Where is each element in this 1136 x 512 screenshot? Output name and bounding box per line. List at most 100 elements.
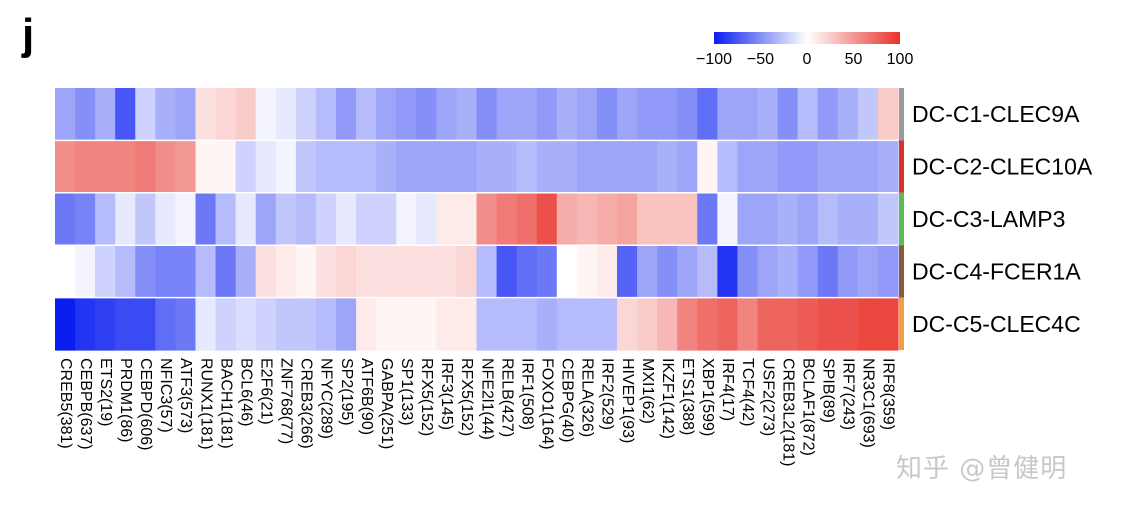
heatmap-cell [877, 192, 899, 246]
column-label: IRF4(17) [719, 358, 736, 421]
heatmap-cell [75, 245, 96, 299]
column-label: CEBPB(637) [77, 358, 94, 450]
heatmap-cell [456, 88, 478, 141]
heatmap-cell [757, 192, 779, 246]
column-label: NFE2l1(44) [478, 358, 495, 440]
heatmap-cell [95, 192, 116, 246]
heatmap-cell [737, 192, 759, 246]
heatmap-cell [516, 88, 538, 141]
heatmap-cell [416, 245, 437, 299]
heatmap-cell [536, 88, 558, 141]
heatmap-cell [175, 140, 197, 194]
heatmap-cell [777, 245, 799, 299]
heatmap-cell [476, 297, 498, 351]
heatmap-cell [797, 245, 819, 299]
heatmap-cell [596, 245, 618, 299]
heatmap-cell [336, 140, 357, 194]
heatmap-cell [657, 88, 678, 141]
heatmap-cell [877, 140, 899, 194]
heatmap-cell [757, 245, 779, 299]
heatmap-cell [135, 192, 156, 246]
heatmap-cell [155, 192, 177, 246]
heatmap-cell [295, 297, 317, 351]
heatmap-cell [777, 192, 799, 246]
heatmap-cell [376, 245, 397, 299]
heatmap-cell [456, 140, 478, 194]
heatmap-cell [617, 245, 638, 299]
heatmap-cell [55, 88, 76, 141]
row-annotation-swatch [899, 297, 904, 350]
column-label: BCLAF1(872) [799, 358, 816, 456]
column-label: XBP1(599) [699, 358, 716, 436]
heatmap-cell [576, 140, 598, 194]
heatmap-cell [295, 245, 317, 299]
heatmap-cell [496, 192, 518, 246]
heatmap-cell [677, 88, 698, 141]
heatmap-cell [336, 297, 357, 351]
heatmap-cell [436, 88, 458, 141]
row-annotation-bar [899, 88, 904, 350]
heatmap-cell [436, 297, 458, 351]
row-annotation-swatch [899, 140, 904, 193]
heatmap-cell [255, 140, 277, 194]
heatmap-cell [275, 140, 297, 194]
heatmap-cell [797, 297, 819, 351]
heatmap-cell [55, 297, 76, 351]
column-label: IRF8(359) [880, 358, 897, 430]
heatmap-cell [436, 140, 458, 194]
heatmap-cell [275, 192, 297, 246]
column-label: ZNF768(77) [278, 358, 295, 444]
heatmap-cell [315, 297, 337, 351]
heatmap-cell [757, 140, 779, 194]
heatmap-cell [356, 192, 377, 246]
column-label: MXI1(62) [639, 358, 656, 424]
column-label: USF2(273) [759, 358, 776, 436]
heatmap-cell [356, 88, 377, 141]
heatmap-cell [155, 140, 177, 194]
heatmap-cell [356, 245, 377, 299]
heatmap-cell [576, 192, 598, 246]
heatmap-cell [516, 297, 538, 351]
heatmap-cell [376, 297, 397, 351]
heatmap-cell [737, 140, 759, 194]
heatmap-cell [195, 88, 217, 141]
heatmap-cell [717, 297, 739, 351]
heatmap-cell [757, 88, 779, 141]
heatmap-cell [496, 88, 518, 141]
heatmap-cell [857, 192, 879, 246]
column-label: RFX5(152) [418, 358, 435, 436]
row-annotation-swatch [899, 192, 904, 246]
heatmap-cell [376, 140, 397, 194]
colorbar: −100 −50 0 50 100 [696, 32, 913, 68]
heatmap-cell [857, 88, 879, 141]
heatmap-cell [797, 192, 819, 246]
heatmap-cell [356, 297, 377, 351]
heatmap-cell [637, 192, 658, 246]
heatmap-cell [657, 245, 678, 299]
heatmap-cell [75, 297, 96, 351]
row-annotation-swatch [899, 245, 904, 298]
heatmap-cell [777, 88, 799, 141]
heatmap-cell [275, 297, 297, 351]
heatmap-cell [336, 192, 357, 246]
heatmap-cell [677, 245, 698, 299]
heatmap-cell [536, 245, 558, 299]
heatmap-cell [95, 140, 116, 194]
heatmap-cell [115, 192, 136, 246]
column-label: RELA(326) [579, 358, 596, 437]
column-label: IRF7(243) [840, 358, 857, 430]
heatmap-cell [476, 192, 498, 246]
column-label: SPIB(89) [820, 358, 837, 423]
heatmap-cell [215, 88, 237, 141]
heatmap-cell [536, 297, 558, 351]
heatmap-cell [737, 88, 759, 141]
heatmap-cell [657, 192, 678, 246]
column-label: IRF3(145) [438, 358, 455, 430]
heatmap-cell [556, 297, 578, 351]
column-label: BCL6(46) [237, 358, 254, 426]
heatmap-cell [617, 140, 638, 194]
heatmap-cell [336, 88, 357, 141]
row-label: DC-C4-FCER1A [912, 258, 1081, 284]
heatmap-cell [315, 245, 337, 299]
